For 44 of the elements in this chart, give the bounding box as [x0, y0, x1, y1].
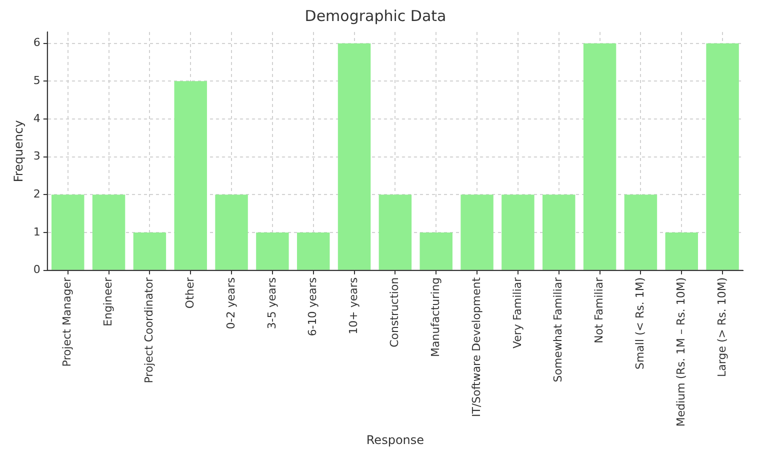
y-tick-label: 1: [33, 225, 40, 238]
x-tick-label: IT/Software Development: [470, 276, 483, 418]
bar: [665, 232, 698, 270]
x-tick-label: 10+ years: [347, 277, 360, 334]
y-axis-title: Frequency: [11, 120, 26, 182]
bar: [378, 194, 412, 270]
bar: [460, 194, 494, 270]
bar: [583, 43, 616, 270]
bar: [92, 194, 126, 270]
bar: [502, 194, 534, 270]
y-tick-label: 6: [33, 36, 40, 50]
y-tick-label: 4: [33, 112, 40, 125]
bar: [133, 232, 166, 270]
bar: [51, 194, 84, 270]
bar: [215, 194, 248, 270]
bar: [420, 232, 452, 270]
bar: [624, 194, 658, 270]
x-tick-label: Manufacturing: [428, 277, 442, 357]
x-tick-label: Project Coordinator: [142, 276, 156, 384]
x-tick-label: Project Manager: [60, 276, 74, 367]
bar: [706, 43, 739, 270]
y-tick-label: 2: [33, 188, 40, 201]
x-tick-label: Small (< Rs. 1M): [634, 277, 647, 370]
x-tick-label: Engineer: [102, 276, 115, 326]
x-tick-label: Large (> Rs. 10M): [715, 277, 728, 377]
x-tick-label: 6-10 years: [306, 277, 320, 336]
x-tick-label: Construction: [388, 277, 402, 348]
x-tick-label: Somewhat Familiar: [552, 276, 565, 382]
x-tick-label: Medium (Rs. 1M – Rs. 10M): [674, 277, 688, 427]
x-tick-label: Other: [183, 276, 196, 309]
x-tick-label: Not Familiar: [592, 276, 606, 344]
bar: [296, 232, 330, 270]
x-tick-label: 3-5 years: [265, 277, 278, 330]
x-axis-title: Response: [366, 432, 424, 447]
bar: [542, 194, 576, 270]
chart-title: Demographic Data: [304, 6, 446, 25]
y-tick-label: 3: [33, 150, 40, 163]
bar: [256, 232, 289, 270]
x-tick-label: Very Familiar: [510, 276, 524, 349]
bar: [174, 81, 207, 270]
bar: [338, 43, 371, 270]
y-tick-label: 5: [33, 74, 40, 88]
y-tick-label: 0: [33, 263, 40, 276]
x-tick-label: 0-2 years: [224, 277, 238, 330]
